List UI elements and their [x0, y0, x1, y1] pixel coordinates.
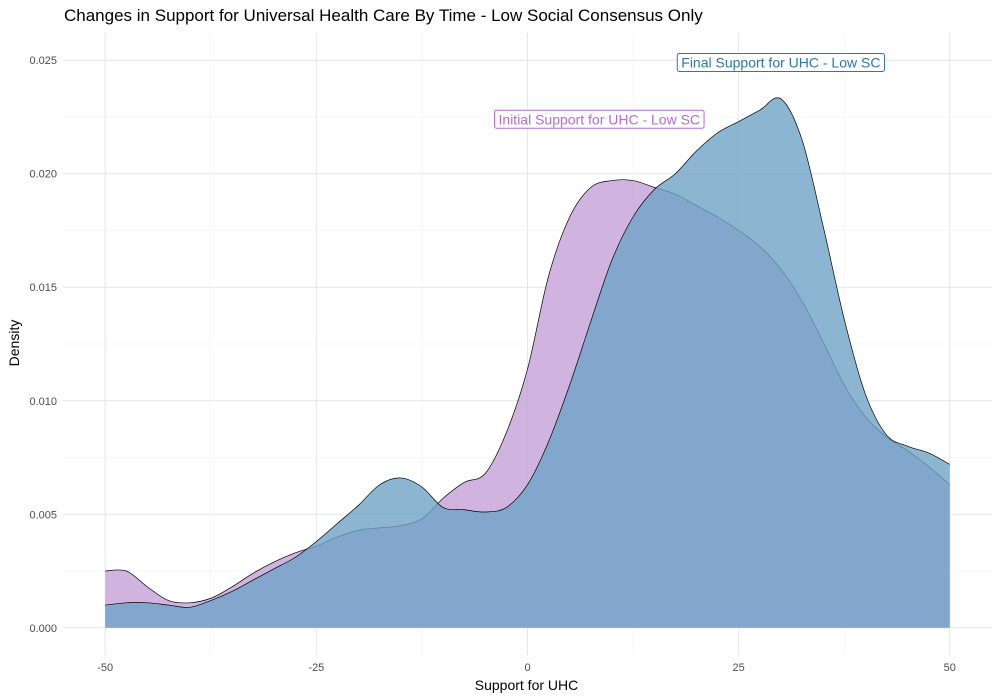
x-tick-label: -25 [308, 662, 324, 674]
final-density-area [105, 97, 950, 628]
annotation-text: Initial Support for UHC - Low SC [499, 111, 701, 127]
final-support-annotation: Final Support for UHC - Low SC [676, 53, 885, 73]
annotation-text: Final Support for UHC - Low SC [681, 55, 880, 71]
series-annotations: Initial Support for UHC - Low SC Final Su… [494, 53, 885, 129]
x-axis-ticks: -50 -25 0 25 50 [97, 662, 956, 674]
final-density-area-outline [105, 97, 950, 608]
density-areas [105, 97, 950, 628]
x-tick-label: 0 [524, 662, 530, 674]
annotation-box [494, 109, 705, 129]
y-tick-label: 0.020 [29, 169, 57, 181]
x-tick-label: -50 [97, 662, 113, 674]
y-tick-label: 0.015 [29, 282, 57, 294]
x-axis-title: Support for UHC [474, 677, 579, 693]
initial-support-annotation: Initial Support for UHC - Low SC [494, 109, 705, 129]
chart-title: Changes in Support for Universal Health … [64, 6, 703, 25]
y-tick-label: 0.010 [29, 396, 57, 408]
x-tick-label: 25 [733, 662, 745, 674]
y-axis-ticks: 0.000 0.005 0.010 0.015 0.020 0.025 [29, 55, 57, 635]
annotation-box [676, 53, 885, 73]
x-tick-label: 50 [944, 662, 956, 674]
y-tick-label: 0.000 [29, 623, 57, 635]
y-tick-label: 0.005 [29, 509, 57, 521]
y-tick-label: 0.025 [29, 55, 57, 67]
